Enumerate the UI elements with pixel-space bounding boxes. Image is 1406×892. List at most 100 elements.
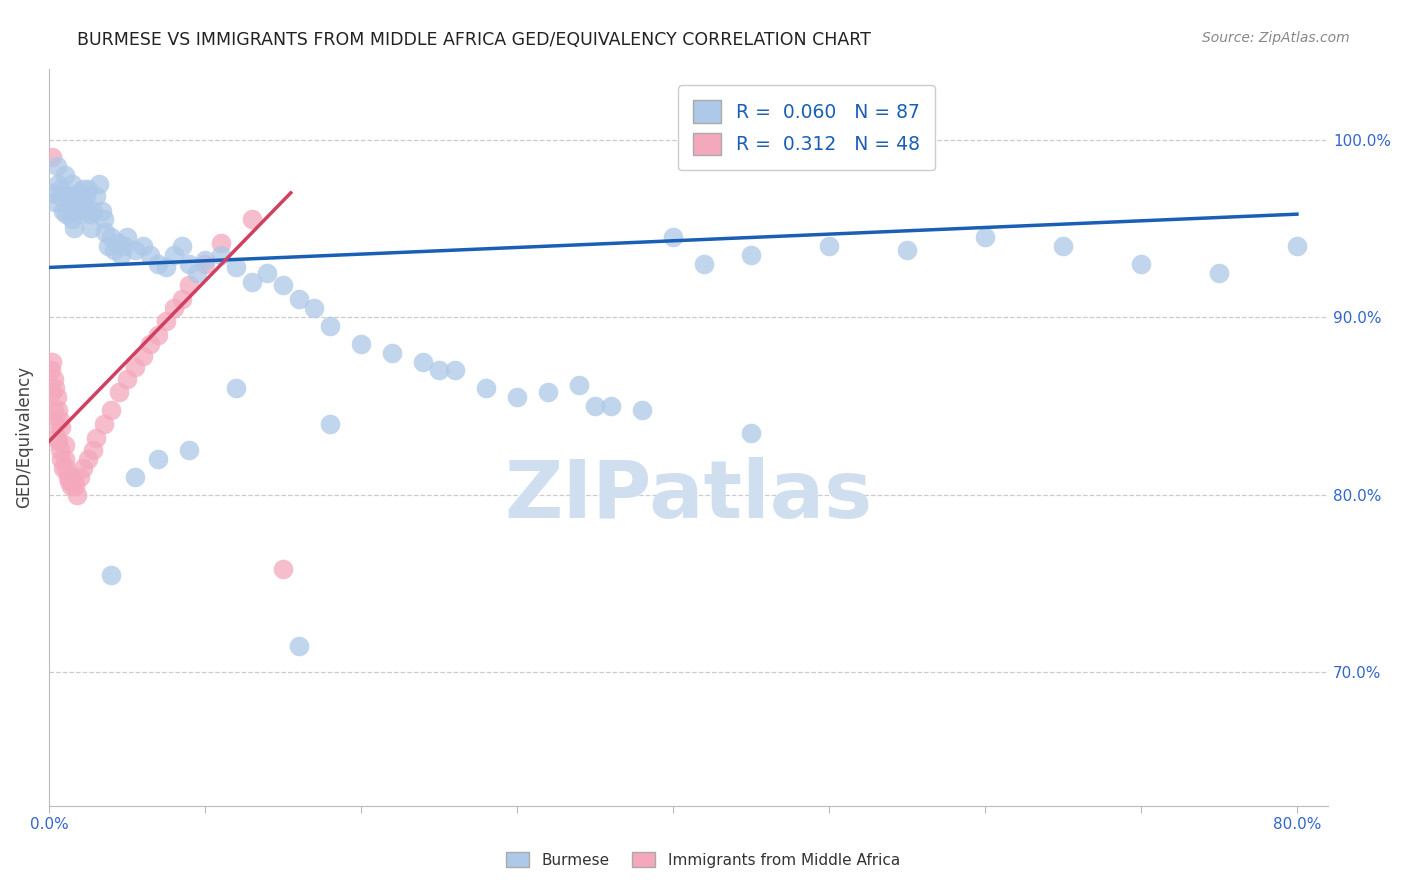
Point: [131, 349, 153, 363]
Point: [568, 377, 591, 392]
Point: [49, 443, 72, 458]
Point: [46, 402, 69, 417]
Point: [69, 470, 91, 484]
Point: [163, 248, 186, 262]
Point: [58, 200, 80, 214]
Point: [84, 431, 107, 445]
Point: [599, 399, 621, 413]
Point: [51, 182, 73, 196]
Point: [65, 479, 87, 493]
Point: [896, 243, 918, 257]
Point: [41, 186, 63, 200]
Point: [45, 390, 67, 404]
Point: [75, 189, 97, 203]
Point: [170, 239, 193, 253]
Point: [72, 182, 94, 196]
Y-axis label: GED/Equivalency: GED/Equivalency: [15, 366, 32, 508]
Point: [60, 470, 83, 484]
Point: [91, 203, 114, 218]
Point: [82, 443, 104, 458]
Point: [287, 293, 309, 307]
Point: [80, 221, 103, 235]
Point: [100, 230, 122, 244]
Point: [693, 257, 716, 271]
Text: Source: ZipAtlas.com: Source: ZipAtlas.com: [1202, 31, 1350, 45]
Point: [186, 266, 208, 280]
Point: [51, 420, 73, 434]
Text: BURMESE VS IMMIGRANTS FROM MIDDLE AFRICA GED/EQUIVALENCY CORRELATION CHART: BURMESE VS IMMIGRANTS FROM MIDDLE AFRICA…: [77, 31, 872, 49]
Point: [67, 186, 90, 200]
Point: [583, 399, 606, 413]
Point: [42, 372, 65, 386]
Point: [97, 239, 120, 253]
Point: [110, 248, 132, 262]
Point: [155, 260, 177, 275]
Point: [474, 381, 496, 395]
Point: [240, 212, 263, 227]
Point: [146, 452, 169, 467]
Legend: R =  0.060   N = 87, R =  0.312   N = 48: R = 0.060 N = 87, R = 0.312 N = 48: [678, 86, 935, 170]
Point: [51, 452, 73, 467]
Point: [271, 562, 294, 576]
Point: [630, 402, 652, 417]
Point: [94, 225, 117, 239]
Point: [108, 384, 131, 399]
Point: [146, 327, 169, 342]
Point: [72, 461, 94, 475]
Point: [1208, 266, 1230, 280]
Point: [194, 257, 217, 271]
Point: [124, 470, 146, 484]
Point: [58, 474, 80, 488]
Point: [179, 257, 201, 271]
Point: [209, 248, 232, 262]
Point: [506, 390, 529, 404]
Point: [662, 230, 685, 244]
Point: [740, 248, 762, 262]
Point: [170, 293, 193, 307]
Point: [45, 159, 67, 173]
Point: [131, 239, 153, 253]
Point: [63, 474, 86, 488]
Point: [974, 230, 997, 244]
Point: [115, 372, 138, 386]
Point: [56, 470, 79, 484]
Legend: Burmese, Immigrants from Middle Africa: Burmese, Immigrants from Middle Africa: [499, 844, 907, 875]
Point: [240, 275, 263, 289]
Point: [44, 194, 66, 209]
Point: [84, 189, 107, 203]
Point: [42, 402, 65, 417]
Point: [60, 212, 83, 227]
Point: [427, 363, 450, 377]
Point: [319, 319, 342, 334]
Point: [77, 182, 100, 196]
Point: [55, 207, 77, 221]
Point: [256, 266, 278, 280]
Point: [56, 194, 79, 209]
Point: [537, 384, 560, 399]
Point: [59, 479, 82, 493]
Point: [59, 189, 82, 203]
Point: [63, 221, 86, 235]
Point: [55, 461, 77, 475]
Point: [124, 243, 146, 257]
Point: [209, 235, 232, 250]
Point: [1285, 239, 1308, 253]
Point: [87, 177, 110, 191]
Point: [41, 150, 63, 164]
Point: [66, 189, 89, 203]
Point: [49, 189, 72, 203]
Point: [53, 168, 76, 182]
Point: [103, 243, 125, 257]
Point: [44, 381, 66, 395]
Text: ZIPatlas: ZIPatlas: [505, 457, 873, 535]
Point: [412, 354, 434, 368]
Point: [70, 194, 93, 209]
Point: [225, 381, 247, 395]
Point: [39, 363, 62, 377]
Point: [79, 207, 101, 221]
Point: [46, 177, 69, 191]
Point: [443, 363, 465, 377]
Point: [818, 239, 841, 253]
Point: [69, 207, 91, 221]
Point: [139, 248, 162, 262]
